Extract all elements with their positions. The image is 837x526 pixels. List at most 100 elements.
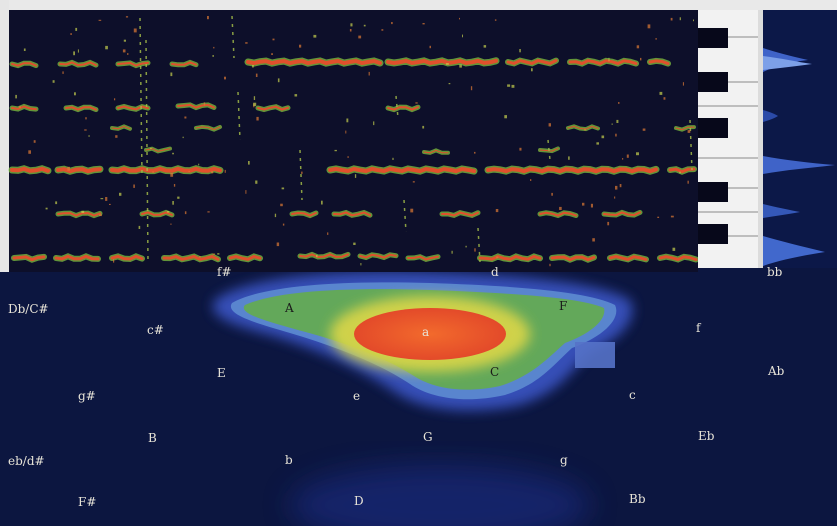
trace-speckle: [274, 213, 277, 218]
trace-speckle: [670, 17, 673, 21]
trace-core: [195, 126, 221, 131]
trace-speckle: [549, 263, 551, 267]
trace-speckle: [114, 98, 116, 101]
trace-speckle: [182, 136, 184, 139]
histogram-peak-1-highlight: [763, 56, 812, 70]
trace-speckle: [133, 184, 135, 188]
trace-speckle: [614, 196, 616, 199]
onset-streak: [477, 227, 481, 263]
trace-speckle: [18, 105, 21, 109]
trace-speckle: [647, 24, 651, 29]
trace-speckle: [281, 187, 285, 190]
histogram-peak-4: [763, 236, 825, 266]
black-key: [698, 224, 728, 244]
trace-speckle: [98, 19, 102, 21]
label-g: g: [560, 453, 568, 467]
trace-speckle: [354, 174, 357, 178]
key-strength-map: [212, 271, 633, 526]
label-a: a: [422, 325, 430, 339]
label-c: c: [629, 388, 636, 402]
trace-speckle: [495, 209, 499, 213]
trace-speckle: [184, 211, 187, 215]
trace-core: [423, 149, 449, 154]
trace-speckle: [470, 86, 473, 91]
trace-core: [648, 59, 670, 66]
trace-speckle: [245, 42, 248, 44]
trace-speckle: [28, 150, 31, 154]
trace-speckle: [152, 171, 154, 173]
trace-speckle: [276, 242, 280, 247]
trace-speckle: [392, 157, 394, 160]
trace-speckle: [77, 49, 79, 53]
trace-core: [328, 166, 476, 174]
trace-core: [59, 61, 97, 67]
onset-streak: [139, 17, 143, 176]
trace-core: [359, 253, 397, 259]
trace-speckle: [33, 140, 36, 143]
trace-core: [228, 254, 262, 261]
trace-speckle: [188, 170, 190, 172]
trace-speckle: [166, 211, 170, 213]
trace-speckle: [465, 245, 467, 248]
onset-streak: [403, 199, 407, 233]
trace-core: [386, 58, 498, 66]
trace-speckle: [459, 17, 460, 20]
top-margin: [0, 0, 837, 10]
trace-core: [56, 167, 102, 174]
trace-speckle: [67, 166, 70, 171]
trace-speckle: [615, 185, 618, 190]
map-notch: [575, 342, 615, 368]
trace-speckle: [640, 57, 642, 61]
trace-speckle: [531, 68, 533, 72]
trace-speckle: [316, 254, 318, 258]
trace-speckle: [252, 65, 254, 68]
label-Eb: Eb: [698, 429, 715, 443]
trace-speckle: [75, 27, 78, 31]
trace-speckle: [170, 223, 172, 225]
pitch-panel-bg: [9, 10, 698, 272]
label-Bb: Bb: [629, 492, 646, 506]
trace-speckle: [619, 184, 622, 188]
trace-speckle: [672, 247, 676, 251]
trace-speckle: [642, 128, 646, 131]
trace-speckle: [255, 180, 258, 184]
trace-speckle: [248, 161, 250, 165]
label-D: D: [354, 494, 364, 508]
trace-speckle: [511, 84, 515, 88]
trace-speckle: [74, 92, 76, 96]
histogram-peak-2: [763, 156, 835, 174]
label-top-fsharp: f#: [217, 265, 232, 279]
trace-core: [117, 105, 149, 111]
histogram-peak-3: [763, 204, 800, 218]
trace-speckle: [459, 64, 462, 68]
label-A: A: [285, 301, 294, 315]
trace-core: [291, 211, 317, 217]
trace-speckle: [607, 221, 610, 226]
trace-speckle: [601, 135, 605, 139]
trace-speckle: [84, 129, 87, 131]
trace-speckle: [299, 44, 302, 48]
trace-speckle: [212, 253, 216, 255]
trace-speckle: [115, 135, 118, 138]
trace-speckle: [73, 51, 75, 56]
trace-speckle: [172, 201, 174, 205]
trace-speckle: [483, 45, 487, 48]
trace-speckle: [347, 156, 349, 158]
trace-speckle: [105, 197, 108, 201]
trace-speckle: [198, 163, 200, 166]
trace-speckle: [584, 128, 586, 131]
trace-speckle: [15, 94, 17, 99]
trace-speckle: [616, 119, 619, 123]
trace-speckle: [659, 91, 663, 95]
trace-speckle: [212, 55, 214, 57]
trace-core: [539, 211, 577, 217]
trace-speckle: [133, 28, 137, 33]
pitch-trace-panel: [8, 10, 699, 272]
trace-core: [478, 254, 542, 261]
onset-streak: [689, 119, 693, 171]
trace-speckle: [350, 23, 353, 27]
trace-speckle: [655, 38, 657, 40]
trace-speckle: [245, 190, 247, 194]
trace-core: [171, 61, 197, 66]
